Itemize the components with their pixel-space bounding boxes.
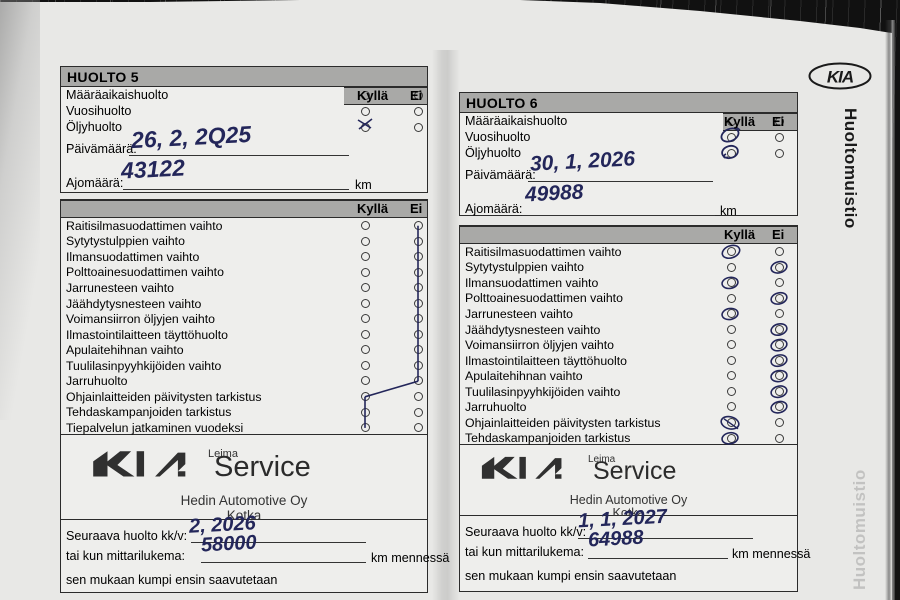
svg-text:KIA: KIA [827,68,854,87]
